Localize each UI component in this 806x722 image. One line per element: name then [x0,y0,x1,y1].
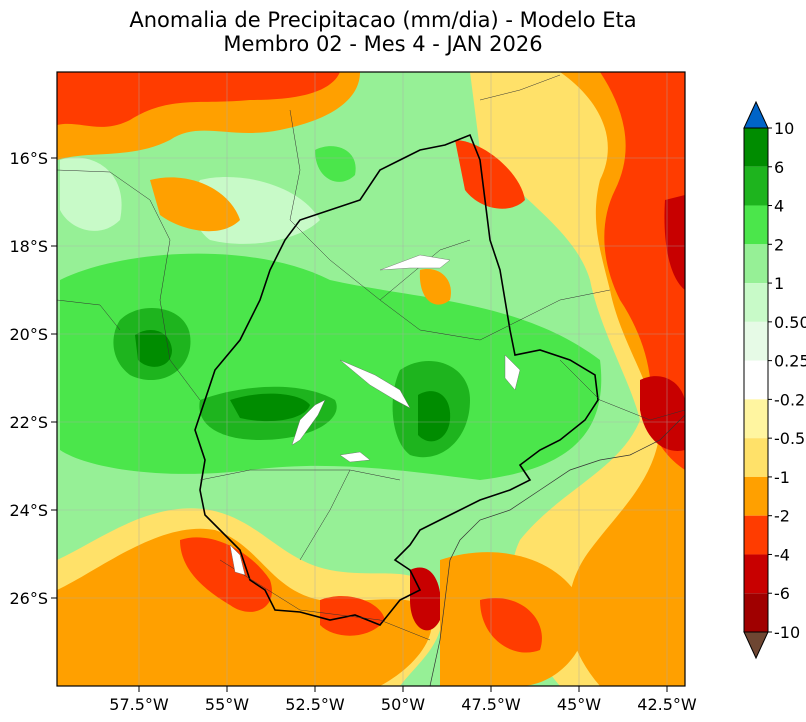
lon-tick-label: 50°W [381,695,425,714]
colorbar-tick-label: 2 [774,235,784,254]
colorbar: 10 6 4 2 1 0.50 0.25 -0.25 -0.50 -1 -2 -4 -6 -10 [743,100,806,660]
colorbar-segment [744,283,768,322]
colorbar-tick-label: -4 [774,545,790,564]
colorbar-tick-label: 0.25 [774,352,806,371]
field-green-peak-center [230,393,310,422]
colorbar-tick-label: -6 [774,584,790,603]
colorbar-tick-label: 6 [774,158,784,177]
field-dry-east-peak [640,376,685,451]
colorbar-tick-label: -1 [774,468,790,487]
colorbar-tick-label: 0.50 [774,313,806,332]
field-dry-south-peak [410,567,441,631]
lon-tick-label: 55°W [205,695,249,714]
field-dry-southeast-core [480,598,542,653]
lon-tick-label: 42.5°W [637,695,697,714]
map-frame [56,71,686,687]
colorbar-tick-label: 10 [774,119,794,138]
colorbar-segment [744,244,768,284]
colorbar-segment [744,554,768,594]
field-dry-south-core [180,537,272,612]
colorbar-segment [744,515,768,555]
colorbar-tick-label: -10 [774,623,800,642]
lon-tick-label: 57.5°W [109,695,169,714]
field-dry-central-spot [419,269,451,305]
lon-tick-label: 45°W [557,695,601,714]
field-light-northwest [60,157,122,231]
colorbar-segment [744,399,768,439]
colorbar-segment [744,476,768,516]
colorbar-segment [744,593,768,632]
field-dry-northwest-lobe [150,177,240,232]
coastline [429,414,685,686]
grid-lines [57,72,685,686]
lat-tick-label: 26°S [9,589,48,608]
map-title: Anomalia de Precipitacao (mm/dia) - Mode… [129,8,637,32]
field-green-peak-east [418,391,451,442]
colorbar-segment [744,438,768,477]
lon-axis: 57.5°W 55°W 52.5°W 50°W 47.5°W 45°W 42.5… [109,686,697,714]
field-wet-deficit-east [664,195,685,290]
colorbar-tick-label: -0.50 [774,429,806,448]
colorbar-segment [744,321,768,361]
map-subtitle: Membro 02 - Mes 4 - JAN 2026 [223,32,543,56]
colorbar-segment [744,166,768,206]
field-dry-east-core [600,72,685,470]
colorbar-segment [744,360,768,400]
state-boundaries [57,74,685,641]
field-green-peak-west [135,330,172,367]
colorbar-tick-label: -0.25 [774,390,806,409]
reservoirs [229,254,521,576]
colorbar-tick-label: 4 [774,197,784,216]
field-dry-northeast-core [455,140,525,209]
colorbar-segment [744,128,768,167]
lon-tick-label: 52.5°W [285,695,345,714]
lat-tick-label: 24°S [9,501,48,520]
lat-tick-label: 20°S [9,325,48,344]
field-green-north [315,146,356,182]
colorbar-tick-label: -2 [774,507,790,526]
field-dry-northwest-core [57,72,340,127]
lat-tick-label: 22°S [9,413,48,432]
colorbar-segment [744,205,768,245]
lat-tick-label: 18°S [9,237,48,256]
colorbar-frame [743,127,769,633]
basin-outline [194,133,599,626]
lon-tick-label: 47.5°W [461,695,521,714]
precipitation-field [57,72,685,686]
lat-tick-label: 16°S [9,149,48,168]
colorbar-extend-min [743,631,769,660]
lat-axis: 16°S 18°S 20°S 22°S 24°S 26°S [9,149,57,608]
colorbar-tick-label: 1 [774,274,784,293]
colorbar-extend-max [743,100,769,129]
